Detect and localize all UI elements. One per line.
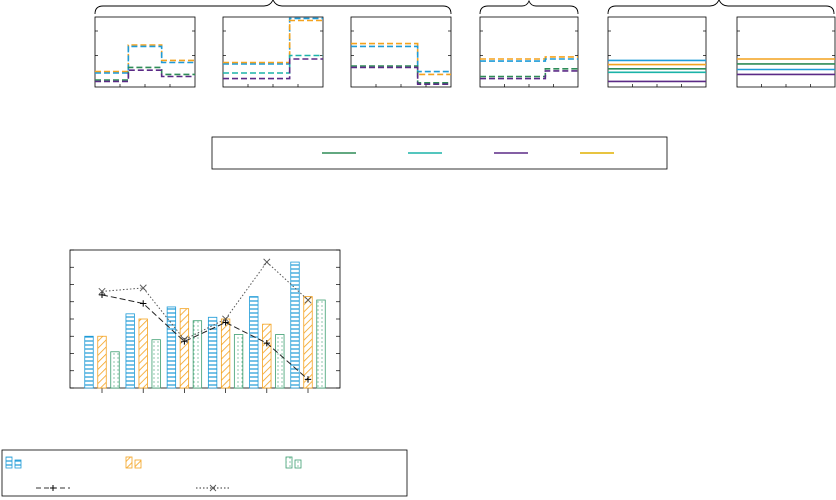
bar [166,306,177,389]
legend-entry [285,456,302,469]
x-marker [98,287,106,295]
series-line [223,58,323,80]
panel-frame [736,16,836,88]
panel-5 [607,16,707,88]
series-line [480,68,578,78]
bar [125,313,135,389]
series-line [351,65,451,84]
group-brace-middle [479,0,579,15]
x-marker [180,336,188,344]
legend-swatch [5,456,13,469]
legend-swatch [125,456,133,469]
legend-entry [125,456,142,469]
legend-swatch [14,459,22,469]
dash-plus-series [101,294,309,380]
legend-swatch [285,456,293,469]
bottom-legend-box [1,449,408,497]
legend-swatch [294,459,302,469]
x-marker [263,258,271,266]
panel-frame [222,16,324,88]
bar [84,335,94,389]
top-legend-box [211,136,668,170]
plus-marker [263,339,270,347]
plus-marker [140,300,147,307]
plus-marker [50,485,56,491]
panel-frame [350,16,452,88]
series-line [95,44,195,73]
group-brace-right [607,0,835,15]
bar [192,320,203,389]
bar [138,318,148,389]
bar [207,316,218,389]
bar [151,339,161,389]
plus-marker [222,319,229,326]
bar [290,261,300,389]
bar [249,296,259,389]
x-marker [209,484,217,492]
series-line [351,66,451,85]
bar-chart [69,249,341,393]
legend-swatch [134,459,142,469]
panel-2 [222,16,324,88]
small-multiple-panels [94,16,836,88]
bar [303,296,313,389]
bar [233,334,244,389]
bar [97,335,107,389]
plus-marker [98,291,106,299]
legend-entry [36,485,70,491]
x-marker [304,296,312,304]
bar [110,351,120,389]
series-line [95,69,195,83]
bar [316,299,326,389]
legend-entry [196,484,230,492]
panel-4 [479,16,579,88]
x-marker [222,315,230,323]
bar [179,308,190,389]
series-line [95,45,195,74]
series-line [95,66,195,81]
legend-entry [5,456,22,469]
panel-1 [94,16,196,88]
dotted-x-series [101,261,309,341]
bar [275,334,285,389]
plus-marker [304,376,312,383]
series-line [480,58,578,62]
panel-frame [607,16,707,88]
bar [262,323,272,389]
series-line [351,45,451,73]
group-brace-left [94,0,452,15]
bottom-legend [1,449,408,497]
series-line [351,42,451,76]
bar [220,318,231,389]
series-line [223,17,323,65]
series-line [480,70,578,80]
top-legend [211,136,668,170]
x-marker [139,284,147,292]
panel-3 [350,16,452,88]
panel-6 [736,16,836,88]
